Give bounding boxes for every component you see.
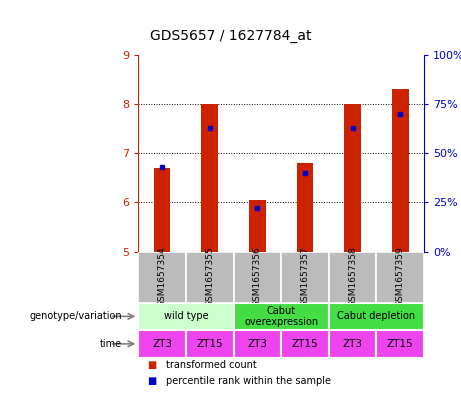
Text: ■: ■	[148, 376, 157, 386]
Bar	[138, 330, 186, 358]
Text: time: time	[100, 339, 122, 349]
Bar	[329, 303, 424, 330]
Bar	[154, 168, 171, 252]
Text: ZT3: ZT3	[152, 339, 172, 349]
Text: GSM1657354: GSM1657354	[158, 247, 166, 307]
Text: GSM1657355: GSM1657355	[205, 247, 214, 307]
Text: ■: ■	[148, 360, 157, 371]
Text: transformed count: transformed count	[166, 360, 257, 371]
Bar	[344, 104, 361, 252]
Text: genotype/variation: genotype/variation	[30, 311, 122, 321]
Text: ZT3: ZT3	[248, 339, 267, 349]
Bar	[234, 330, 281, 358]
Text: percentile rank within the sample: percentile rank within the sample	[166, 376, 331, 386]
Text: ZT15: ZT15	[387, 339, 414, 349]
Text: Cabut depletion: Cabut depletion	[337, 311, 415, 321]
Text: wild type: wild type	[164, 311, 208, 321]
Bar	[329, 252, 377, 303]
Bar	[186, 252, 234, 303]
Bar	[392, 89, 408, 252]
Text: GDS5657 / 1627784_at: GDS5657 / 1627784_at	[150, 29, 311, 43]
Text: ZT15: ZT15	[292, 339, 319, 349]
Bar	[281, 330, 329, 358]
Bar	[186, 330, 234, 358]
Text: GSM1657359: GSM1657359	[396, 247, 405, 307]
Text: GSM1657358: GSM1657358	[348, 247, 357, 307]
Text: GSM1657357: GSM1657357	[301, 247, 309, 307]
Bar	[234, 303, 329, 330]
Bar	[377, 252, 424, 303]
Bar	[138, 303, 234, 330]
Bar	[249, 200, 266, 252]
Text: GSM1657356: GSM1657356	[253, 247, 262, 307]
Bar	[377, 330, 424, 358]
Text: Cabut
overexpression: Cabut overexpression	[244, 306, 318, 327]
Bar	[234, 252, 281, 303]
Bar	[138, 252, 186, 303]
Text: ZT3: ZT3	[343, 339, 363, 349]
Bar	[281, 252, 329, 303]
Bar	[201, 104, 218, 252]
Text: ZT15: ZT15	[196, 339, 223, 349]
Bar	[329, 330, 377, 358]
Bar	[297, 163, 313, 252]
